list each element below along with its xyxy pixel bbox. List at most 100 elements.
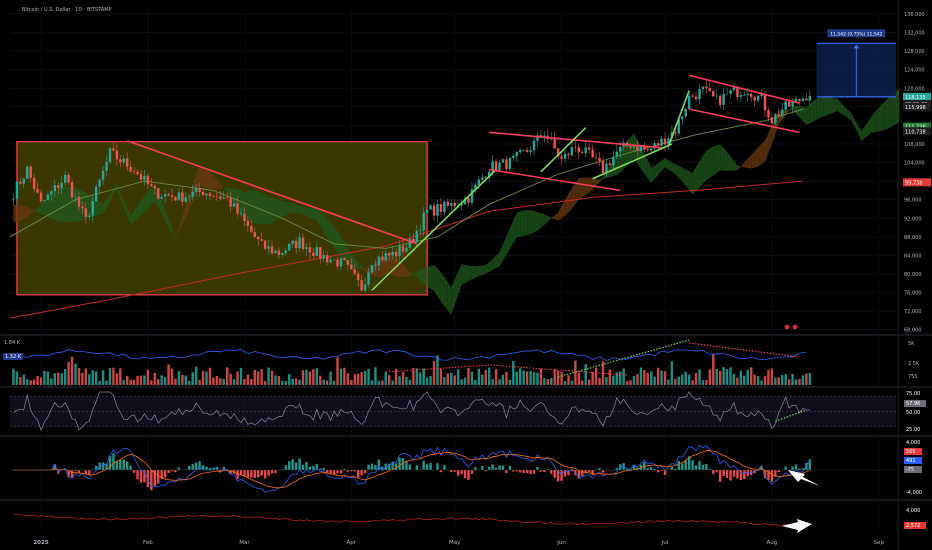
volume-bar [108, 368, 112, 385]
volume-bar [632, 376, 636, 385]
macd-histogram-bar [622, 463, 625, 470]
macd-histogram-bar [146, 470, 150, 488]
cloud-segment [799, 106, 803, 122]
cloud-segment [141, 195, 145, 216]
candle-body [101, 170, 105, 180]
cloud-segment [454, 271, 459, 305]
candle-body [715, 95, 718, 97]
cloud-segment [744, 158, 748, 169]
macd-histogram-bar [515, 470, 518, 472]
macd-histogram-bar [436, 463, 439, 470]
candle-body [408, 239, 412, 248]
macd-histogram-bar [301, 464, 305, 470]
macd-histogram-bar [284, 465, 288, 470]
volume-bar [753, 374, 756, 385]
volume-bar [646, 372, 649, 385]
cloud-segment [506, 228, 510, 255]
macd-histogram-bar [501, 465, 505, 470]
macd-histogram-bar [332, 470, 336, 475]
candle-body [177, 192, 181, 201]
macd-histogram-bar [270, 470, 274, 474]
candle-body [660, 138, 663, 146]
slow-moving-average [9, 180, 803, 319]
volume-bar [129, 379, 132, 385]
cloud-segment [313, 207, 317, 222]
macd-histogram-bar [243, 470, 246, 477]
cloud-segment [806, 104, 810, 125]
candle-body [46, 194, 50, 200]
cloud-segment [816, 97, 821, 120]
volume-bar [77, 368, 81, 385]
volume-bar [698, 369, 701, 385]
cloud-segment [272, 197, 276, 223]
bottom-value-box [904, 522, 926, 529]
candle-body [725, 93, 729, 95]
volume-bar [443, 377, 446, 385]
volume-bar [460, 379, 463, 385]
cloud-segment [678, 165, 683, 182]
volume-bar [305, 369, 308, 385]
cloud-segment [144, 191, 148, 213]
volume-bar [484, 370, 487, 385]
candle-body [591, 149, 594, 158]
candle-body [650, 148, 653, 151]
candle-body [419, 230, 422, 231]
macd-histogram-bar [694, 465, 698, 470]
volume-bar [36, 375, 39, 385]
volume-bar [281, 380, 284, 385]
cloud-segment [537, 212, 541, 231]
cloud-segment [61, 186, 66, 223]
cloud-segment [868, 115, 872, 136]
trendline-green [667, 90, 690, 147]
macd-histogram-bar [784, 466, 787, 470]
macd-axis-label: 491 [906, 458, 916, 464]
candle-body [312, 252, 315, 256]
volume-bar [115, 373, 119, 385]
candle-body [746, 93, 749, 95]
candle-body [322, 255, 325, 259]
cloud-segment [327, 218, 331, 243]
candle-body [556, 148, 560, 157]
cloud-segment [409, 271, 414, 276]
cloud-segment [671, 162, 676, 175]
candle-body [394, 251, 398, 257]
volume-bar [43, 370, 46, 385]
candle-body [412, 239, 415, 242]
volume-bar [618, 371, 622, 385]
candle-body [543, 135, 546, 138]
cloud-segment [175, 227, 179, 239]
cloud-segment [809, 101, 814, 124]
cloud-segment [227, 187, 231, 199]
candle-body [167, 193, 170, 196]
cloud-segment [392, 254, 397, 277]
cloud-segment [675, 164, 679, 178]
cloud-segment [761, 140, 765, 165]
cloud-segment [165, 209, 169, 227]
candle-body [691, 95, 694, 97]
cloud-segment [16, 204, 21, 222]
price-label-box [903, 178, 931, 187]
macd-histogram-bar [346, 470, 350, 472]
candle-body [794, 98, 798, 102]
candle-body [801, 98, 805, 102]
macd-histogram-bar [408, 464, 412, 470]
volume-bar [81, 373, 84, 385]
macd-histogram-bar [615, 467, 618, 470]
macd-histogram-bar [274, 470, 277, 474]
candle-body [612, 156, 615, 166]
volume-bar [667, 379, 670, 385]
candle-body [587, 147, 591, 150]
macd-histogram-bar [343, 468, 346, 470]
cloud-segment [96, 199, 100, 216]
candle-body [343, 258, 346, 261]
macd-histogram-bar [725, 470, 729, 478]
macd-histogram-bar [663, 470, 667, 475]
candle-body [550, 138, 553, 140]
candle-body [439, 204, 443, 212]
cloud-segment [406, 267, 410, 277]
cloud-segment [740, 162, 745, 168]
volume-bar [567, 375, 570, 385]
candle-body [370, 265, 374, 273]
volume-bar [163, 377, 167, 385]
